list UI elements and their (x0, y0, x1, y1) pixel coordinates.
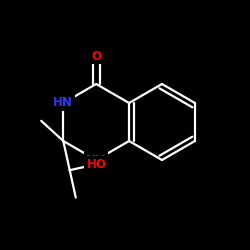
Text: HO: HO (87, 158, 107, 171)
Text: HN: HN (53, 96, 73, 110)
Text: NH: NH (86, 154, 106, 166)
Text: O: O (91, 50, 101, 62)
